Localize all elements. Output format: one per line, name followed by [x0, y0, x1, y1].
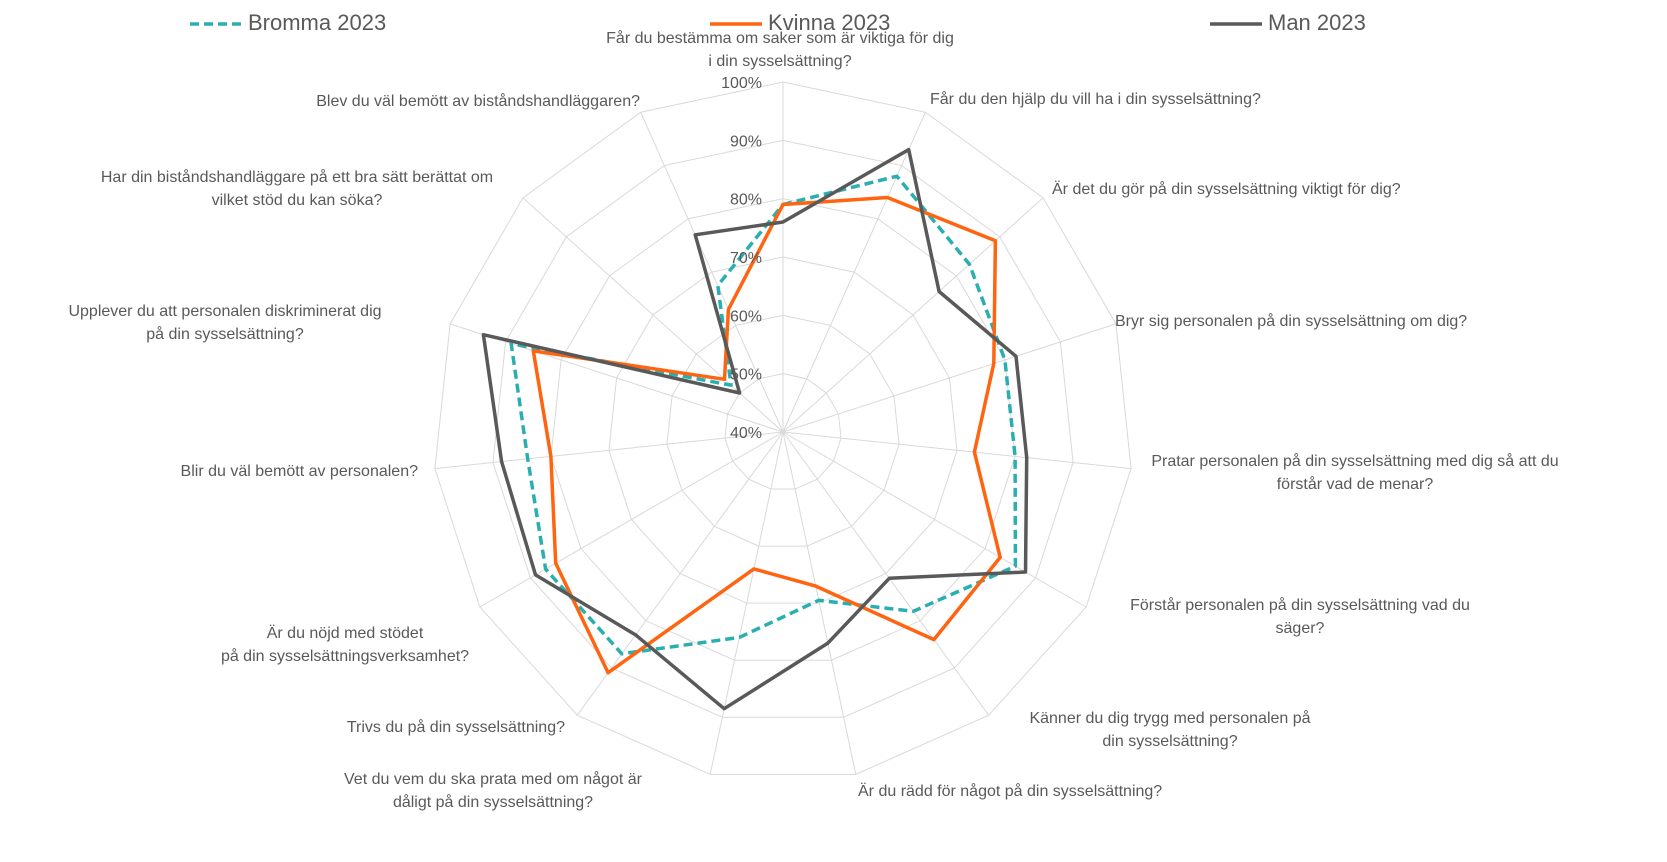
- axis-label-line: Förstår personalen på din sysselsättning…: [1130, 596, 1470, 614]
- axis-label-line: din sysselsättning?: [1102, 733, 1237, 750]
- axis-label: Blir du väl bemött av personalen?: [181, 463, 419, 480]
- axis-label-line: Upplever du att personalen diskriminerat…: [68, 303, 381, 320]
- axis-label: Trivs du på din sysselsättning?: [347, 718, 565, 736]
- axis-label: Är det du gör på din sysselsättning vikt…: [1052, 180, 1401, 198]
- series-line: [481, 147, 1029, 711]
- axis-label-line: Får du bestämma om saker som är viktiga …: [606, 29, 954, 47]
- axis-label-line: i din sysselsättning?: [708, 53, 851, 70]
- spoke: [434, 431, 784, 470]
- spoke: [709, 431, 784, 775]
- axis-label-line: på din sysselsättningsverksamhet?: [221, 647, 469, 665]
- series-line: [531, 195, 1002, 675]
- axis-label: Pratar personalen på din sysselsättning …: [1151, 452, 1558, 493]
- r-tick-label: 90%: [730, 133, 762, 150]
- axis-label: Har din biståndshandläggare på ett bra s…: [101, 168, 493, 209]
- grid-ring: [434, 81, 1132, 775]
- spoke: [782, 323, 1117, 433]
- axis-label: Känner du dig trygg med personalen på din…: [1029, 709, 1310, 750]
- axis-label-line: på din sysselsättning?: [146, 325, 304, 343]
- spoke: [576, 431, 784, 716]
- axis-label-line: Känner du dig trygg med personalen på: [1029, 709, 1310, 727]
- axis-label-line: vilket stöd du kan söka?: [212, 192, 383, 209]
- legend-label: Man 2023: [1268, 10, 1366, 35]
- spoke: [449, 323, 784, 433]
- r-tick-label: 100%: [721, 75, 762, 92]
- axis-label-line: Har din biståndshandläggare på ett bra s…: [101, 168, 493, 186]
- legend-label: Bromma 2023: [248, 10, 386, 35]
- grid-ring: [492, 139, 1074, 718]
- axis-label: Bryr sig personalen på din sysselsättnin…: [1115, 312, 1467, 330]
- axis-label-line: dåligt på din sysselsättning?: [393, 793, 593, 811]
- axis-label: Är du nöjd med stödet på din sysselsättni…: [221, 624, 469, 665]
- axis-label: Vet du vem du ska prata med om något är d…: [344, 770, 643, 811]
- spoke: [479, 431, 784, 608]
- axis-label: Upplever du att personalen diskriminerat…: [68, 303, 381, 343]
- axis-label: Får du bestämma om saker som är viktiga …: [606, 29, 954, 70]
- axis-label: Får du den hjälp du vill ha i din syssel…: [930, 90, 1261, 108]
- axis-label-line: Vet du vem du ska prata med om något är: [344, 770, 643, 788]
- axis-label-line: förstår vad de menar?: [1277, 475, 1434, 493]
- spoke: [782, 431, 857, 775]
- legend-label: Kvinna 2023: [768, 10, 890, 35]
- spoke: [782, 197, 1044, 433]
- series-line: [509, 174, 1018, 656]
- spoke: [782, 431, 1087, 608]
- grid-ring: [724, 373, 842, 490]
- r-tick-label: 80%: [730, 192, 762, 209]
- grid-ring: [550, 198, 1016, 661]
- r-tick-label: 50%: [730, 367, 762, 384]
- axis-label-line: Är du nöjd med stödet: [267, 624, 424, 642]
- r-tick-label: 40%: [730, 425, 762, 442]
- spoke: [782, 431, 1132, 470]
- axis-label-line: säger?: [1276, 620, 1325, 637]
- axis-label: Förstår personalen på din sysselsättning…: [1130, 596, 1470, 637]
- axis-label: Är du rädd för något på din sysselsättni…: [858, 782, 1162, 800]
- spoke: [782, 431, 990, 716]
- axis-label-line: Pratar personalen på din sysselsättning …: [1151, 452, 1558, 470]
- grid-ring: [608, 256, 958, 604]
- axis-label: Blev du väl bemött av biståndshandläggar…: [316, 92, 640, 110]
- r-tick-label: 70%: [730, 250, 762, 267]
- spoke: [782, 112, 926, 433]
- spoke: [640, 112, 784, 433]
- r-tick-label: 60%: [730, 308, 762, 325]
